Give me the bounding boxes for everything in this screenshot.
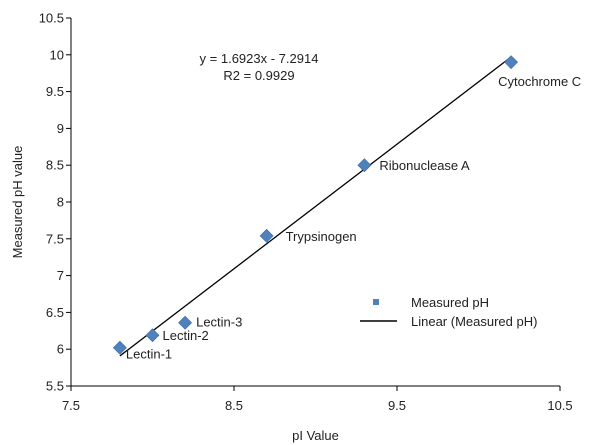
- legend: Measured pH Linear (Measured pH): [360, 295, 537, 329]
- y-tick-label: 7: [57, 268, 64, 283]
- data-point-label: Lectin-3: [196, 315, 242, 330]
- data-point-marker: [145, 328, 160, 343]
- y-axis-ticks: 5.5 6 6.5 7 7.5 8 8.5 9 9.5 10 10.5: [39, 11, 71, 394]
- data-point-marker: [357, 158, 372, 173]
- data-point-marker: [178, 315, 193, 330]
- y-tick-label: 9.5: [46, 84, 64, 99]
- data-point-label: Ribonuclease A: [379, 158, 470, 173]
- x-axis-title: pI Value: [292, 428, 339, 443]
- trendline-equation: y = 1.6923x - 7.2914: [200, 51, 319, 66]
- y-axis-title: Measured pH value: [10, 146, 25, 259]
- x-tick-label: 9.5: [388, 398, 406, 413]
- trendline-r-squared: R2 = 0.9929: [223, 68, 294, 83]
- x-axis-ticks: 7.5 8.5 9.5 10.5: [62, 386, 573, 413]
- data-point-marker: [112, 340, 127, 355]
- legend-label-measured-ph: Measured pH: [411, 295, 489, 310]
- y-tick-label: 6.5: [46, 305, 64, 320]
- y-tick-label: 7.5: [46, 231, 64, 246]
- data-point-label: Lectin-1: [126, 347, 172, 362]
- data-point-marker: [259, 228, 274, 243]
- data-points: [112, 55, 519, 355]
- trendline: [119, 56, 512, 357]
- data-point-label: Cytochrome C: [498, 74, 581, 89]
- data-point-marker: [504, 55, 519, 70]
- y-tick-label: 8: [57, 195, 64, 210]
- y-tick-label: 8.5: [46, 158, 64, 173]
- y-tick-label: 9: [57, 121, 64, 136]
- y-tick-label: 10.5: [39, 11, 64, 26]
- data-point-label: Trypsinogen: [286, 229, 357, 244]
- x-tick-label: 7.5: [62, 398, 80, 413]
- legend-marker-measured-ph: [373, 299, 379, 305]
- y-tick-label: 6: [57, 342, 64, 357]
- axes: 5.5 6 6.5 7 7.5 8 8.5 9 9.5 10 10.5 7.5 8.5 9.5 10.5: [39, 11, 573, 414]
- y-tick-label: 5.5: [46, 379, 64, 394]
- y-tick-label: 10: [50, 47, 64, 62]
- data-point-label: Lectin-2: [163, 328, 209, 343]
- legend-label-linear: Linear (Measured pH): [411, 314, 537, 329]
- x-tick-label: 8.5: [225, 398, 243, 413]
- x-tick-label: 10.5: [547, 398, 572, 413]
